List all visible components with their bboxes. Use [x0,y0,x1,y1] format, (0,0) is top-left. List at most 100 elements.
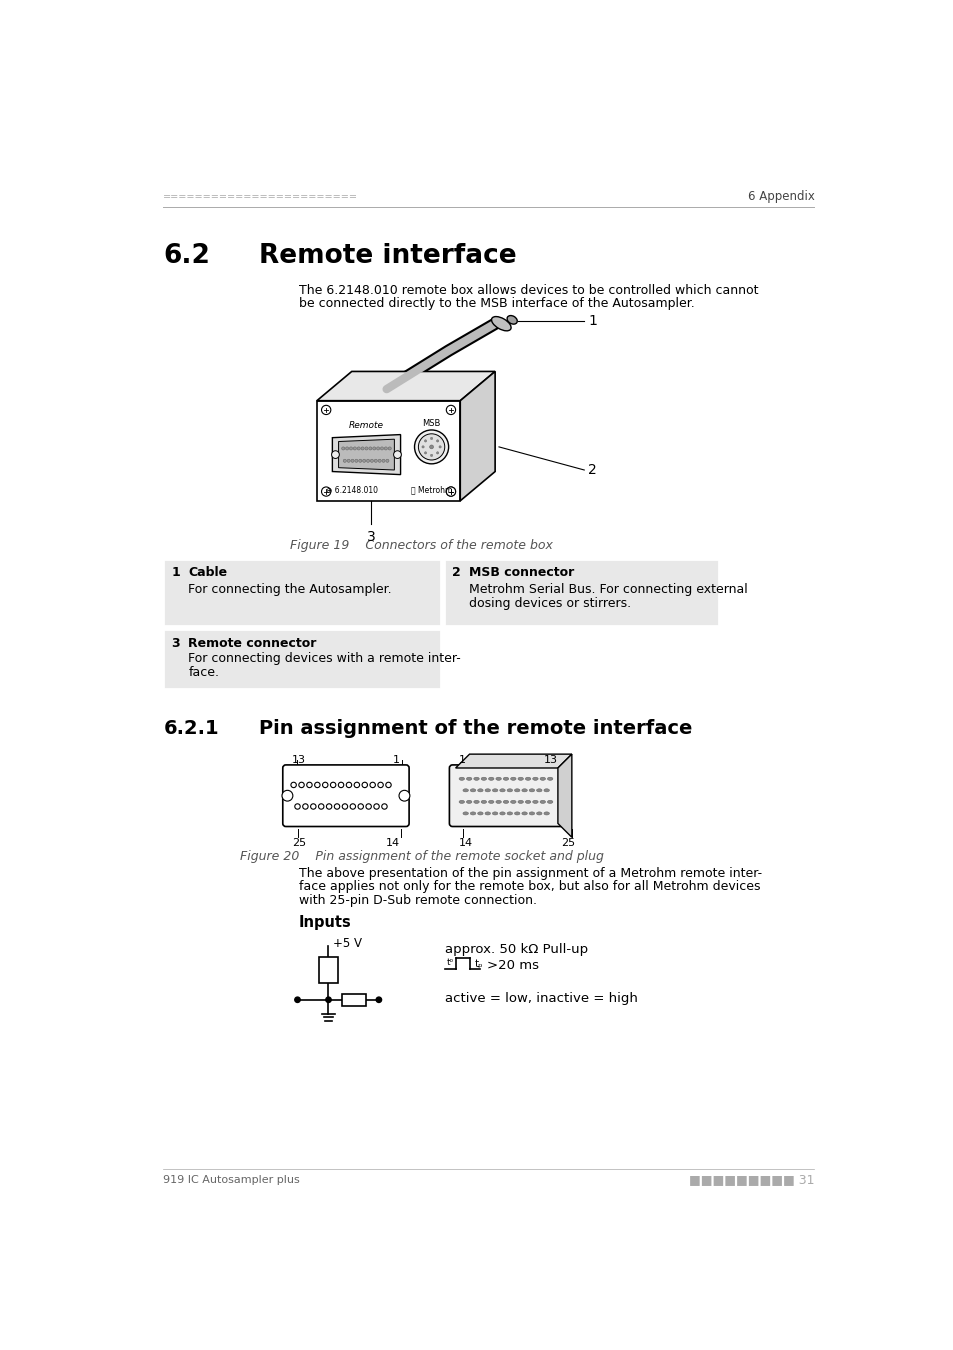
Text: >20 ms: >20 ms [487,958,538,972]
Ellipse shape [491,316,511,331]
Text: The above presentation of the pin assignment of a Metrohm remote inter-: The above presentation of the pin assign… [298,867,761,880]
Circle shape [376,447,379,450]
Text: with 25-pin D-Sub remote connection.: with 25-pin D-Sub remote connection. [298,894,537,906]
Circle shape [350,803,355,809]
Circle shape [345,447,348,450]
Ellipse shape [458,778,464,780]
Ellipse shape [521,788,527,792]
Text: MSB connector: MSB connector [468,566,574,579]
Circle shape [381,803,387,809]
Circle shape [325,998,331,1003]
Text: 1: 1 [171,566,180,579]
Circle shape [357,803,363,809]
Text: Metrohm Serial Bus. For connecting external: Metrohm Serial Bus. For connecting exter… [468,583,747,597]
Polygon shape [456,755,571,768]
Circle shape [374,803,379,809]
Text: Figure 19    Connectors of the remote box: Figure 19 Connectors of the remote box [290,539,553,552]
Circle shape [373,447,375,450]
Text: ■■■■■■■■■ 31: ■■■■■■■■■ 31 [688,1173,814,1187]
Ellipse shape [462,788,468,792]
Ellipse shape [499,811,505,815]
Text: 6.2: 6.2 [163,243,210,269]
Circle shape [294,803,300,809]
Ellipse shape [484,788,490,792]
Circle shape [430,437,433,440]
Circle shape [330,782,335,787]
Text: For connecting the Autosampler.: For connecting the Autosampler. [188,583,392,597]
Bar [163,629,440,690]
Ellipse shape [536,811,541,815]
Bar [342,994,365,1006]
FancyBboxPatch shape [449,765,563,826]
Text: 14: 14 [385,838,399,848]
Ellipse shape [503,778,508,780]
Circle shape [446,405,456,414]
Text: 13: 13 [292,755,306,765]
Text: 6.2.1: 6.2.1 [163,718,219,737]
Bar [319,957,337,983]
Circle shape [415,429,448,464]
Circle shape [424,440,426,441]
Ellipse shape [470,811,476,815]
Text: active = low, inactive = high: active = low, inactive = high [444,992,637,1004]
Ellipse shape [507,316,517,324]
Text: 1: 1 [393,755,399,765]
Circle shape [341,447,344,450]
Circle shape [375,998,381,1003]
Ellipse shape [547,778,553,780]
Circle shape [342,803,347,809]
Circle shape [362,782,367,787]
Text: dosing devices or stirrers.: dosing devices or stirrers. [468,597,630,610]
Circle shape [446,487,456,497]
Bar [163,559,440,626]
Polygon shape [332,435,400,475]
Circle shape [398,790,410,801]
Ellipse shape [488,801,494,803]
Circle shape [347,459,350,462]
Text: Remote interface: Remote interface [258,243,516,269]
Circle shape [421,446,424,448]
FancyBboxPatch shape [282,765,409,826]
Text: ⊕ 6.2148.010: ⊕ 6.2148.010 [326,486,377,494]
Circle shape [380,447,383,450]
Text: Remote connector: Remote connector [188,637,316,651]
Text: 1: 1 [587,315,597,328]
Circle shape [355,459,357,462]
Ellipse shape [547,801,553,803]
Ellipse shape [496,801,500,803]
Circle shape [349,447,353,450]
Bar [443,559,719,626]
Ellipse shape [474,778,478,780]
Circle shape [369,447,372,450]
Ellipse shape [532,801,537,803]
Ellipse shape [521,811,527,815]
Text: be connected directly to the MSB interface of the Autosampler.: be connected directly to the MSB interfa… [298,297,694,309]
Ellipse shape [507,788,512,792]
Circle shape [394,451,401,459]
Text: tₚ: tₚ [474,960,482,969]
Circle shape [424,452,426,454]
Circle shape [314,782,319,787]
Circle shape [353,447,356,450]
Circle shape [298,782,304,787]
Ellipse shape [477,811,482,815]
Ellipse shape [503,801,508,803]
Text: face applies not only for the remote box, but also for all Metrohm devices: face applies not only for the remote box… [298,880,760,894]
Circle shape [291,782,296,787]
Circle shape [370,459,373,462]
Circle shape [338,782,343,787]
Circle shape [326,803,332,809]
Text: MSB: MSB [422,420,440,428]
Circle shape [321,487,331,497]
Circle shape [358,459,361,462]
Ellipse shape [510,778,516,780]
Circle shape [377,459,381,462]
Ellipse shape [458,801,464,803]
Ellipse shape [517,801,523,803]
Circle shape [436,440,438,441]
Text: 25: 25 [292,838,306,848]
Circle shape [436,452,438,454]
Ellipse shape [525,778,530,780]
Text: Pin assignment of the remote interface: Pin assignment of the remote interface [258,718,691,737]
Ellipse shape [480,778,486,780]
